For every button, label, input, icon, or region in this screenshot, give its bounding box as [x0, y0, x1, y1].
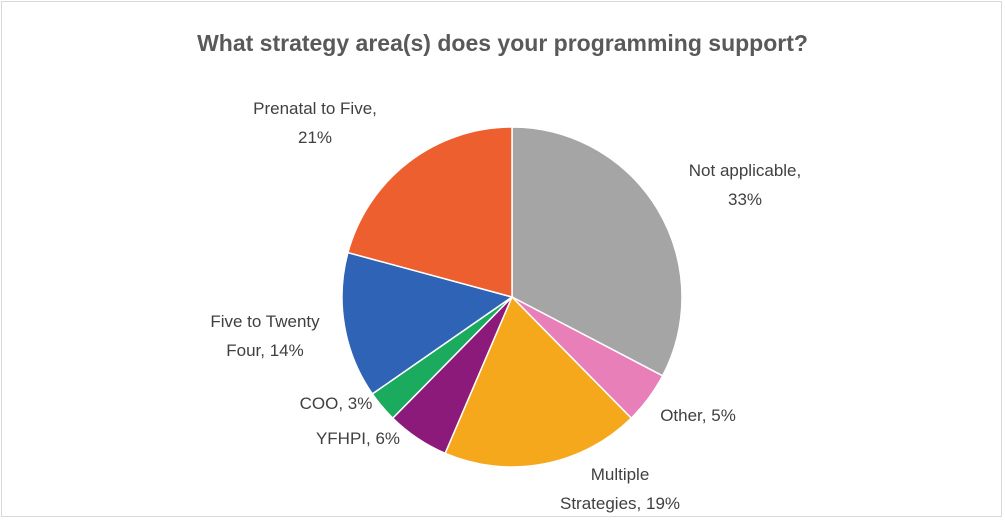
category-label: YFHPI,	[315, 429, 371, 448]
pie-slice	[346, 126, 513, 298]
category-label: Other,	[660, 406, 707, 425]
pie-slice	[341, 251, 514, 395]
value-label: 14%	[269, 341, 304, 360]
category-label: Five to Twenty Four,	[210, 312, 320, 360]
chart-title: What strategy area(s) does your programm…	[197, 30, 808, 56]
slice-label: YFHPI, 6%	[316, 424, 400, 453]
value-label: 21%	[297, 128, 333, 147]
category-label: Prenatal to Five,	[253, 99, 377, 118]
slice-label: Five to Twenty Four, 14%	[200, 307, 330, 365]
category-label: COO,	[299, 394, 344, 413]
category-label: Multiple Strategies,	[559, 465, 650, 513]
slice-label: COO, 3%	[300, 389, 373, 418]
value-label: 5%	[711, 406, 736, 425]
value-label: 6%	[375, 429, 401, 448]
pie-slice	[444, 295, 633, 468]
value-label: 3%	[347, 394, 373, 413]
slice-label: Prenatal to Five, 21%	[240, 94, 390, 152]
slice-label: Not applicable, 33%	[670, 156, 820, 214]
value-label: 33%	[727, 190, 763, 209]
slice-label: Multiple Strategies, 19%	[553, 460, 688, 518]
category-label: Not applicable,	[688, 161, 802, 180]
pie-slice	[511, 126, 683, 377]
slice-label: Other, 5%	[660, 401, 736, 430]
value-label: 19%	[645, 494, 681, 513]
